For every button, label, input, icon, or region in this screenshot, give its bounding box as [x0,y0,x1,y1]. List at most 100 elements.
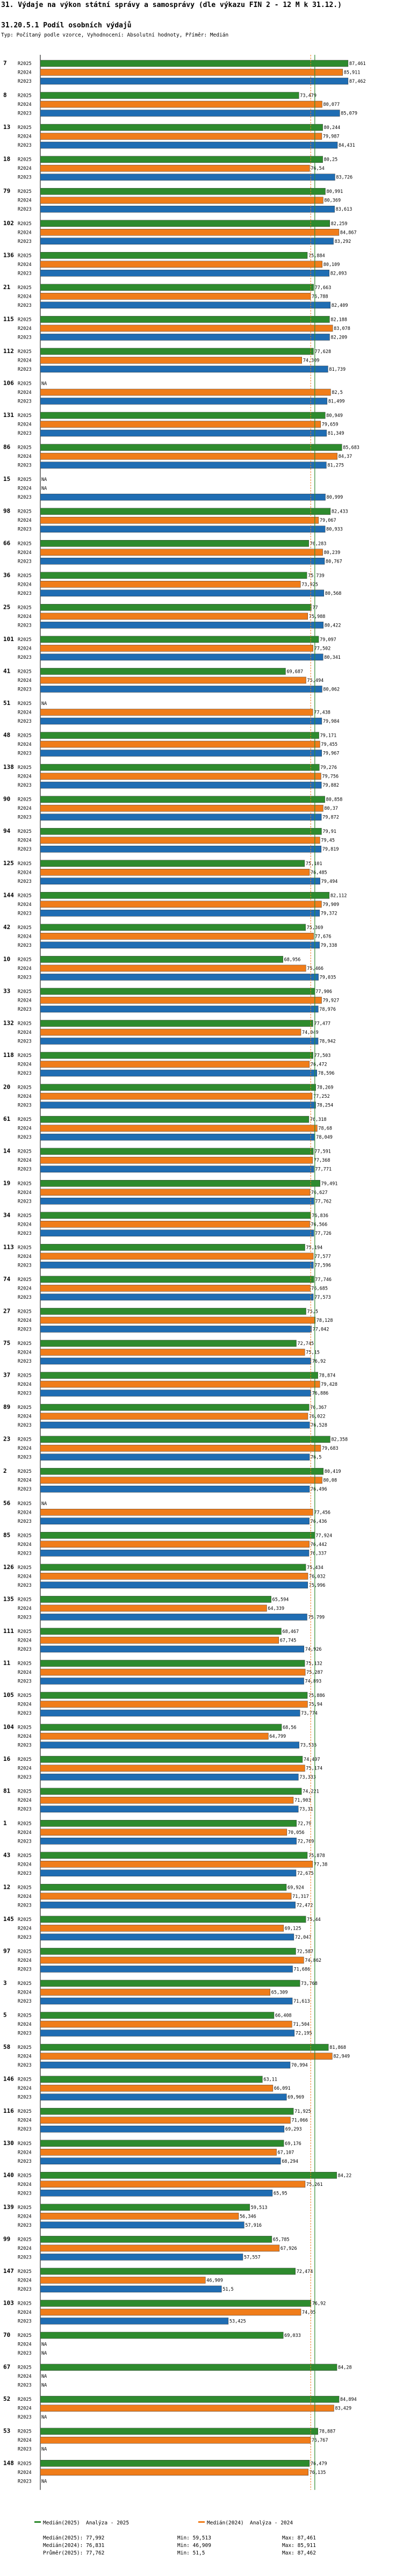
value-label: 64,799 [269,1734,286,1739]
series-label: R2024 [18,1638,32,1643]
series-label: R2024 [18,2278,32,2283]
value-label: 85,911 [344,70,361,76]
bar [40,2277,206,2284]
value-label: 73,774 [301,1711,318,1716]
value-label: 57,916 [245,2223,262,2228]
category-label: 3 [3,1980,7,1987]
category-label: 140 [3,2171,14,2178]
series-label: R2024 [18,2182,32,2188]
value-label: 76,436 [311,1519,327,1524]
category-label: 111 [3,1628,14,1635]
category-label: 12 [3,1883,10,1890]
bar [40,1660,305,1667]
bar [40,2221,244,2229]
value-label: 72,472 [297,1903,313,1908]
value-label: 72,769 [298,1839,314,1844]
series-label: R2023 [18,2447,32,2452]
value-label: 75,194 [306,1245,323,1250]
bar [40,261,322,268]
legend-stat-max-2024: Max: 85,911 [282,2543,316,2549]
series-label: R2023 [18,335,32,340]
bar [40,1628,282,1635]
bar [40,2395,340,2403]
value-label: 75,799 [308,1615,325,1620]
series-label: R2023 [18,175,32,181]
value-label: 77,477 [314,1021,330,1027]
bar [40,1869,297,1877]
bar [40,1925,284,1932]
category-label: 43 [3,1852,10,1859]
value-label: 84,431 [339,143,355,148]
value-label: 75,434 [307,1565,323,1571]
series-label: R2023 [18,431,32,436]
bar [40,1229,314,1237]
series-label: R2025 [18,1149,32,1155]
bar [40,2405,334,2412]
bar [40,429,327,437]
value-label: 69,687 [286,669,303,674]
bar [40,1276,314,1283]
value-label: 82,188 [330,317,347,322]
series-label: R2024 [18,1606,32,1611]
value-label: 75,5 [307,1309,318,1314]
category-label: 41 [3,667,11,674]
bar [40,558,325,565]
bar [40,2125,285,2133]
value-label: 75,878 [308,1853,325,1859]
value-label: 77,591 [314,1149,331,1155]
bar [40,1454,310,1460]
series-label: R2024 [18,1446,32,1451]
series-label: R2023 [18,1807,32,1812]
series-label: R2024 [18,1766,32,1772]
value-label: 69,176 [285,2141,301,2147]
legend-analysis-2025: Analýza - 2025 [86,2520,129,2526]
series-label: R2023 [18,2319,32,2325]
value-label: 76,528 [311,1423,327,1428]
bar [40,1916,306,1923]
series-label: R2025 [18,382,32,387]
bar [40,572,307,579]
bar [40,1966,293,1973]
value-label: 82,259 [331,221,348,227]
category-label: 51 [3,700,11,707]
series-label: R2025 [18,2333,32,2338]
series-label: R2025 [18,317,32,322]
na-label: NA [41,2383,47,2388]
bar [40,508,331,515]
series-label: R2023 [18,2415,32,2420]
series-label: R2024 [18,2406,32,2412]
value-label: 73,479 [300,93,316,99]
category-label: 146 [3,2076,14,2083]
series-label: R2024 [18,1990,32,1996]
value-label: 79,984 [323,719,340,724]
bar [40,270,329,277]
bar [40,1069,318,1077]
series-label: R2024 [18,614,32,620]
value-label: 79,067 [320,518,336,523]
series-label: R2025 [18,349,32,355]
bar [40,2213,239,2220]
series-label: R2023 [18,79,32,84]
bar [40,141,338,149]
series-label: R2024 [18,1478,32,1484]
series-label: R2025 [18,1469,32,1474]
series-label: R2025 [18,1309,32,1314]
bar [40,781,322,789]
series-label: R2024 [18,1318,32,1323]
value-label: 80,949 [326,413,343,419]
series-label: R2024 [18,2310,32,2315]
value-label: 75,988 [309,614,326,620]
bar [40,910,320,917]
bar [40,444,342,451]
series-label: R2024 [18,1894,32,1899]
value-label: 66,408 [275,2013,292,2019]
value-label: 76,627 [311,1190,328,1196]
series-label: R2023 [18,2191,32,2196]
bar [40,1372,318,1379]
category-label: 97 [3,1947,10,1954]
value-label: 75,101 [306,861,322,867]
bar [40,1404,310,1411]
series-label: R2025 [18,1341,32,1347]
legend-stat-max-2025: Max: 87,461 [282,2535,316,2541]
